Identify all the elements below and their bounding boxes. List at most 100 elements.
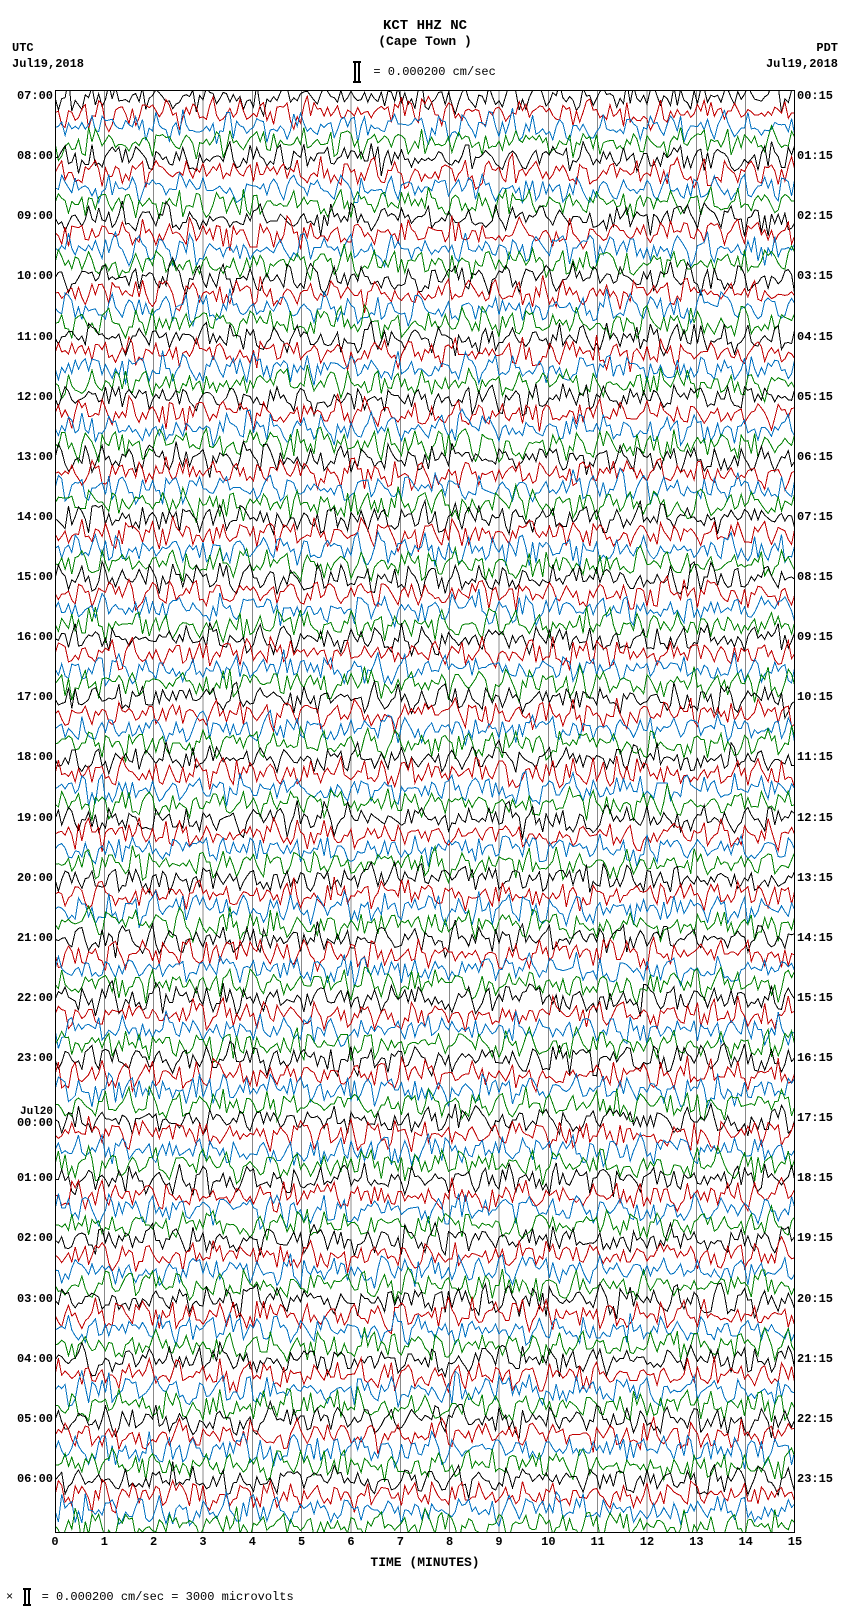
hour-text: 06:00 <box>17 1472 53 1486</box>
hour-text: 15:00 <box>17 570 53 584</box>
utc-hour-label: 03:00 <box>0 1292 53 1306</box>
footer-scale-note: × = 0.000200 cm/sec = 3000 microvolts <box>6 1589 294 1605</box>
scale-bar-label: = 0.000200 cm/sec <box>373 65 495 79</box>
footer-prefix: × <box>6 1590 13 1604</box>
ur-timezone: PDT <box>766 40 838 56</box>
pdt-hour-label: 09:15 <box>797 630 850 644</box>
pdt-hour-label: 07:15 <box>797 510 850 524</box>
pdt-hour-label: 20:15 <box>797 1292 850 1306</box>
hour-text: 00:15 <box>797 89 833 103</box>
pdt-hour-label: 15:15 <box>797 991 850 1005</box>
pdt-hour-label: 11:15 <box>797 750 850 764</box>
hour-text: 04:15 <box>797 330 833 344</box>
x-tick: 12 <box>640 1535 654 1549</box>
utc-hour-label: 21:00 <box>0 931 53 945</box>
x-tick: 9 <box>495 1535 502 1549</box>
hour-text: 16:00 <box>17 630 53 644</box>
hour-text: 19:00 <box>17 811 53 825</box>
pdt-hour-label: 18:15 <box>797 1171 850 1185</box>
hour-text: 07:15 <box>797 510 833 524</box>
pdt-hour-label: 14:15 <box>797 931 850 945</box>
hour-text: 01:15 <box>797 149 833 163</box>
utc-hour-label: 02:00 <box>0 1231 53 1245</box>
utc-hour-label: 09:00 <box>0 209 53 223</box>
hour-text: 02:00 <box>17 1231 53 1245</box>
x-tick: 6 <box>347 1535 354 1549</box>
pdt-hour-label: 10:15 <box>797 690 850 704</box>
hour-text: 20:15 <box>797 1292 833 1306</box>
x-tick: 3 <box>199 1535 206 1549</box>
station-location: (Cape Town ) <box>0 34 850 50</box>
pdt-hour-label: 03:15 <box>797 269 850 283</box>
hour-text: 23:00 <box>17 1051 53 1065</box>
utc-hour-label: 17:00 <box>0 690 53 704</box>
pdt-hour-label: 00:15 <box>797 89 850 103</box>
utc-hour-label: 14:00 <box>0 510 53 524</box>
hour-text: 10:00 <box>17 269 53 283</box>
hour-text: 15:15 <box>797 991 833 1005</box>
scale-bar-icon <box>354 62 360 82</box>
utc-hour-label: 08:00 <box>0 149 53 163</box>
utc-hour-label: 22:00 <box>0 991 53 1005</box>
hour-text: 14:00 <box>17 510 53 524</box>
seismogram-svg <box>55 90 795 1533</box>
hour-text: 16:15 <box>797 1051 833 1065</box>
utc-hour-label: 12:00 <box>0 390 53 404</box>
hour-text: 02:15 <box>797 209 833 223</box>
hour-text: 08:15 <box>797 570 833 584</box>
pdt-hour-label: 05:15 <box>797 390 850 404</box>
utc-hour-label: 20:00 <box>0 871 53 885</box>
hour-text: 18:00 <box>17 750 53 764</box>
utc-hour-label: 05:00 <box>0 1412 53 1426</box>
utc-hour-label: 18:00 <box>0 750 53 764</box>
pdt-hour-label: 23:15 <box>797 1472 850 1486</box>
hour-text: 22:00 <box>17 991 53 1005</box>
helicorder-plot <box>55 90 795 1533</box>
utc-hour-label: 10:00 <box>0 269 53 283</box>
pdt-hour-label: 19:15 <box>797 1231 850 1245</box>
hour-text: 04:00 <box>17 1352 53 1366</box>
x-axis-ticks: 0123456789101112131415 <box>55 1535 795 1553</box>
hour-text: 07:00 <box>17 89 53 103</box>
hour-text: 09:15 <box>797 630 833 644</box>
x-axis: 0123456789101112131415 TIME (MINUTES) <box>55 1535 795 1571</box>
hour-text: 21:15 <box>797 1352 833 1366</box>
hour-text: 18:15 <box>797 1171 833 1185</box>
utc-hour-label: 19:00 <box>0 811 53 825</box>
utc-hour-label: Jul2000:00 <box>0 1106 53 1130</box>
utc-hour-label: 04:00 <box>0 1352 53 1366</box>
x-tick: 5 <box>298 1535 305 1549</box>
x-tick: 13 <box>689 1535 703 1549</box>
hour-text: 11:15 <box>797 750 833 764</box>
chart-header: KCT HHZ NC (Cape Town ) <box>0 18 850 50</box>
utc-time-labels: 07:0008:0009:0010:0011:0012:0013:0014:00… <box>0 90 53 1533</box>
hour-text: 22:15 <box>797 1412 833 1426</box>
hour-text: 03:00 <box>17 1292 53 1306</box>
hour-text: 09:00 <box>17 209 53 223</box>
x-tick: 15 <box>788 1535 802 1549</box>
x-tick: 1 <box>101 1535 108 1549</box>
hour-text: 05:15 <box>797 390 833 404</box>
pdt-hour-label: 16:15 <box>797 1051 850 1065</box>
hour-text: 11:00 <box>17 330 53 344</box>
utc-hour-label: 01:00 <box>0 1171 53 1185</box>
pdt-hour-label: 02:15 <box>797 209 850 223</box>
x-tick: 11 <box>590 1535 604 1549</box>
x-tick: 0 <box>51 1535 58 1549</box>
hour-text: 21:00 <box>17 931 53 945</box>
utc-hour-label: 15:00 <box>0 570 53 584</box>
x-axis-title: TIME (MINUTES) <box>55 1555 795 1570</box>
pdt-hour-label: 04:15 <box>797 330 850 344</box>
hour-text: 17:15 <box>797 1111 833 1125</box>
amplitude-scale: = 0.000200 cm/sec <box>0 62 850 82</box>
hour-text: 23:15 <box>797 1472 833 1486</box>
hour-text: 03:15 <box>797 269 833 283</box>
hour-text: 17:00 <box>17 690 53 704</box>
ul-timezone: UTC <box>12 40 84 56</box>
hour-text: 05:00 <box>17 1412 53 1426</box>
station-code: KCT HHZ NC <box>0 18 850 34</box>
corner-upper-left: UTC Jul19,2018 <box>12 40 84 72</box>
x-tick: 8 <box>446 1535 453 1549</box>
utc-hour-label: 07:00 <box>0 89 53 103</box>
pdt-hour-label: 22:15 <box>797 1412 850 1426</box>
